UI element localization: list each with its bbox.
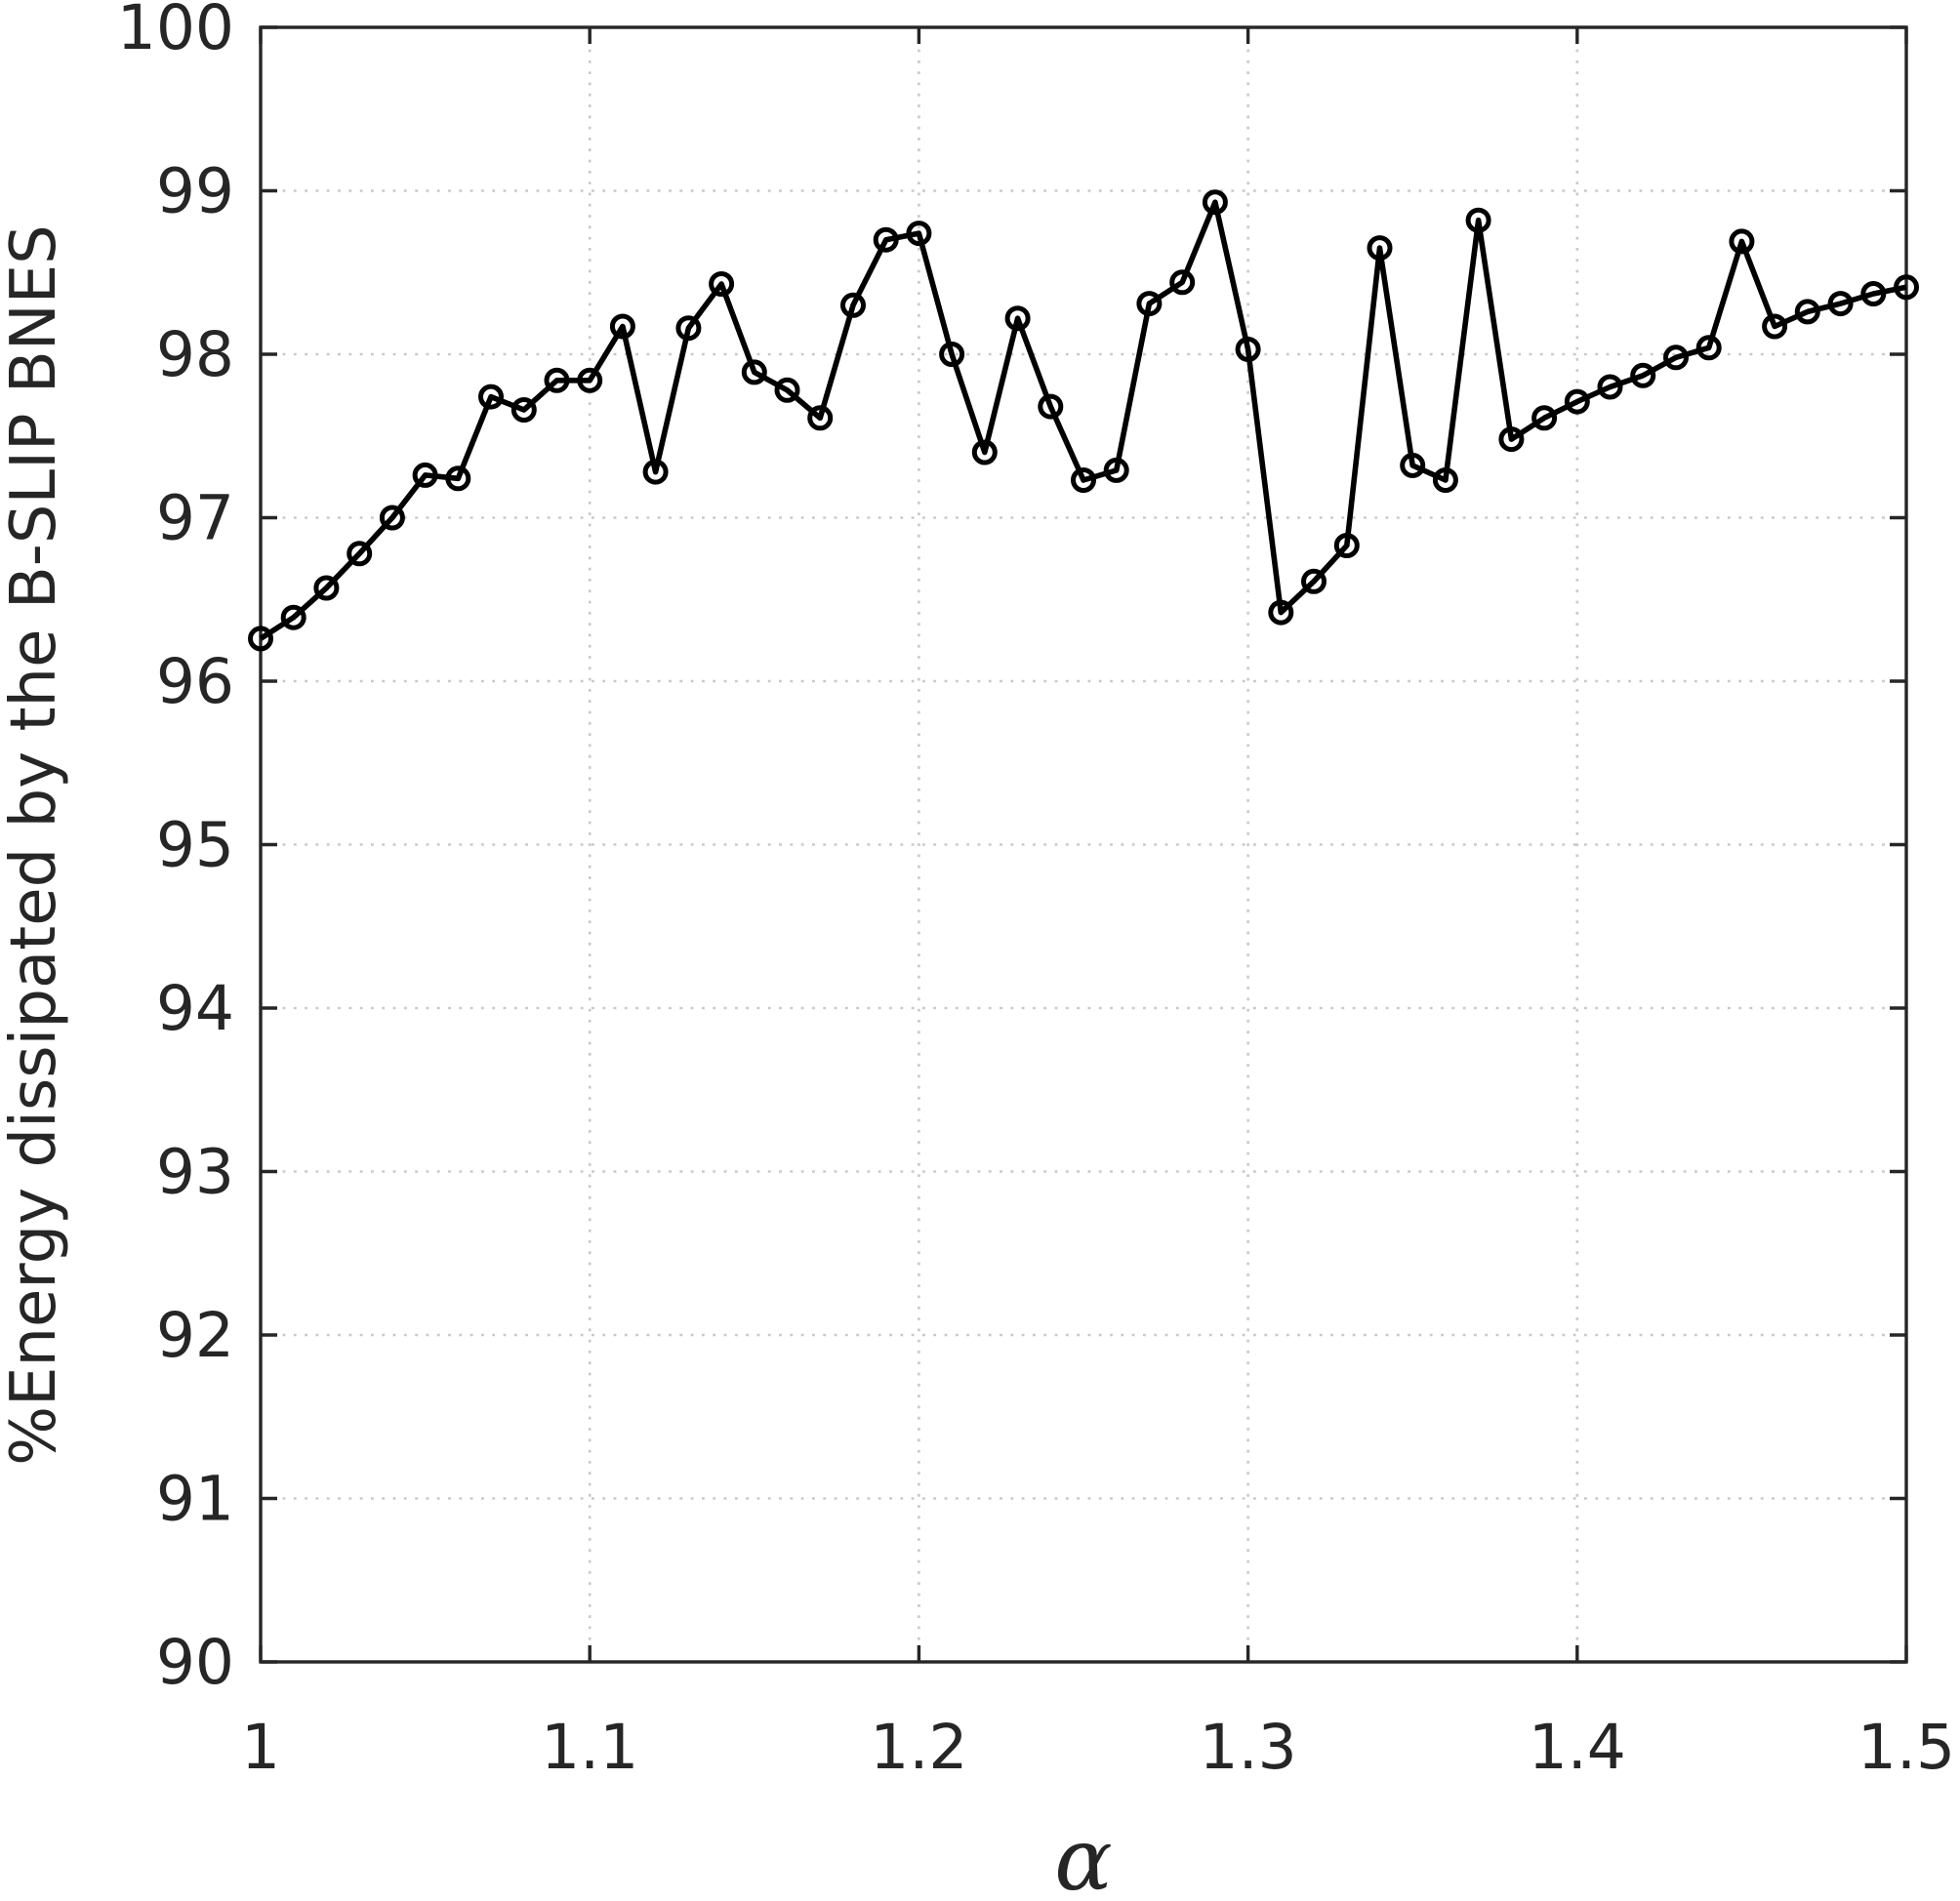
data-point-marker xyxy=(906,221,932,247)
data-point-marker xyxy=(1432,467,1458,493)
data-point-marker xyxy=(577,367,603,393)
y-axis-title: %Energy dissipated by the B-SLIP BNES xyxy=(0,224,70,1466)
data-point-marker xyxy=(1762,313,1788,340)
data-point-marker xyxy=(1400,452,1426,478)
data-point-marker xyxy=(412,462,438,488)
data-line xyxy=(259,199,1907,641)
y-tick-label: 100 xyxy=(117,0,234,63)
data-point-marker xyxy=(741,359,767,385)
data-point-marker xyxy=(1894,274,1919,301)
data-point-marker xyxy=(642,459,669,485)
y-tick-label: 94 xyxy=(156,973,234,1044)
x-axis-title: α xyxy=(1054,1809,1112,1901)
data-point-marker xyxy=(1794,299,1820,325)
data-point-marker xyxy=(1268,599,1294,626)
data-point-marker xyxy=(1301,568,1327,594)
x-tick-label: 1.5 xyxy=(1858,1712,1955,1783)
plot-border xyxy=(259,25,1908,1664)
data-point-marker xyxy=(1860,281,1887,306)
grid-lines xyxy=(261,27,1906,1662)
data-point-marker xyxy=(248,626,273,652)
y-tick-labels: 90 91 92 93 94 95 96 97 98 99 100 xyxy=(117,0,234,1698)
y-tick-label: 99 xyxy=(156,156,234,227)
data-point-marker xyxy=(445,465,471,492)
data-point-marker xyxy=(347,541,373,567)
data-point-marker xyxy=(1235,337,1261,362)
data-point-marker xyxy=(873,226,899,253)
data-point-marker xyxy=(1202,189,1228,216)
data-point-marker xyxy=(478,384,504,410)
y-tick-label: 98 xyxy=(156,319,234,390)
data-point-marker xyxy=(1103,457,1129,483)
axis-box xyxy=(259,25,1908,1664)
data-point-marker xyxy=(1004,305,1031,332)
y-tick-label: 92 xyxy=(156,1300,234,1371)
data-point-marker xyxy=(1564,388,1590,415)
data-point-marker xyxy=(1169,269,1196,296)
x-tick-label: 1.1 xyxy=(541,1712,638,1783)
data-point-marker xyxy=(1333,533,1360,558)
x-tick-label: 1.4 xyxy=(1529,1712,1626,1783)
y-tick-label: 95 xyxy=(156,810,234,881)
data-point-marker xyxy=(1663,344,1689,371)
data-point-marker xyxy=(1597,374,1623,400)
data-point-marker xyxy=(313,575,340,601)
data-point-marker xyxy=(1136,291,1163,317)
y-tick-label: 91 xyxy=(156,1464,234,1535)
data-point-marker xyxy=(675,315,702,342)
data-point-marker xyxy=(280,604,306,630)
y-tick-label: 97 xyxy=(156,483,234,554)
data-point-marker xyxy=(1630,362,1656,388)
data-series xyxy=(248,189,1919,652)
data-point-marker xyxy=(971,439,998,465)
data-point-marker xyxy=(1038,393,1064,420)
data-point-marker xyxy=(544,367,570,393)
data-point-marker xyxy=(1071,467,1096,493)
data-point-marker xyxy=(807,405,834,431)
data-point-marker xyxy=(840,292,866,318)
data-point-marker xyxy=(1498,426,1525,453)
data-point-marker xyxy=(1367,235,1393,262)
data-point-marker xyxy=(609,313,635,340)
data-point-marker xyxy=(774,377,800,403)
x-tick-labels: 1 1.1 1.2 1.3 1.4 1.5 xyxy=(241,1712,1955,1783)
data-point-marker xyxy=(379,505,405,531)
data-point-marker xyxy=(510,397,537,423)
data-point-marker xyxy=(1827,291,1854,317)
data-point-marker xyxy=(1531,405,1558,431)
y-tick-label: 90 xyxy=(156,1627,234,1698)
x-tick-label: 1.3 xyxy=(1199,1712,1296,1783)
x-tick-label: 1.2 xyxy=(870,1712,967,1783)
data-point-marker xyxy=(1695,335,1722,361)
y-tick-label: 93 xyxy=(156,1137,234,1208)
data-point-marker xyxy=(1729,228,1755,255)
x-tick-label: 1 xyxy=(241,1712,280,1783)
data-point-marker xyxy=(1465,207,1491,233)
data-point-marker xyxy=(939,342,965,367)
y-tick-label: 96 xyxy=(156,646,234,717)
data-point-marker xyxy=(709,271,735,297)
axis-ticks xyxy=(259,25,1908,1664)
